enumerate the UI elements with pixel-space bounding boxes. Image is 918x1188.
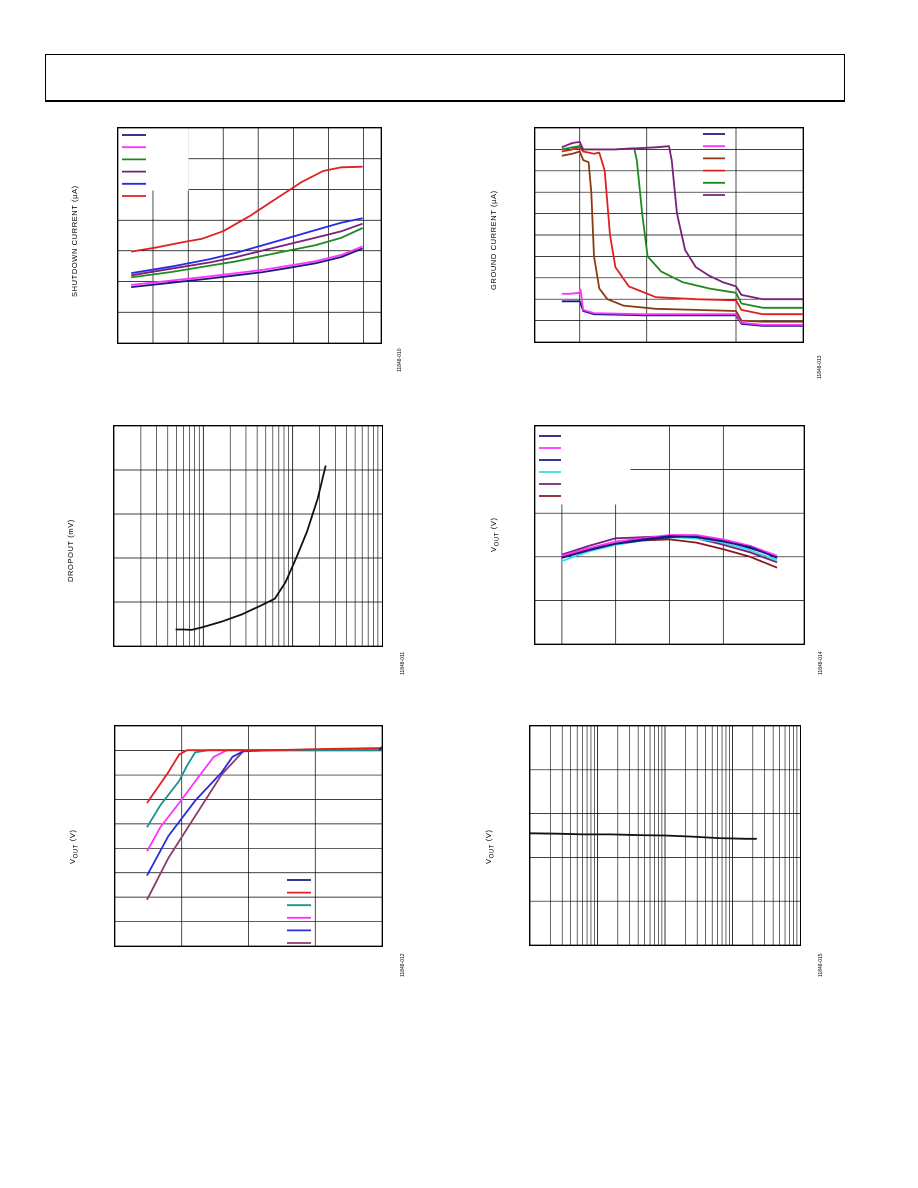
vout-load-y-axis-label: VOUT (V) [484,829,496,864]
vout-vin-figure-number: 11848-012 [400,953,406,977]
series-line-4 [131,245,363,286]
vout_load-svg [530,726,800,945]
series-line-4 [146,747,382,804]
series-line-0 [175,465,327,631]
dropout-figure-number: 11848-011 [400,651,406,675]
vout-temp-figure-number: 11848-014 [818,651,824,675]
page-header-box [45,54,845,102]
series-line-3 [146,749,382,828]
series-line-3 [131,227,363,279]
series-line-0 [530,832,757,840]
vout-temp-y-axis-label: VOUT (V) [489,517,501,552]
series-line-5 [131,247,363,288]
vout-load-figure-number: 11848-015 [818,953,824,977]
series-line-1 [561,288,803,326]
vout_vin-svg [115,726,382,946]
vout-temp-plot [534,425,805,645]
vout-vin-plot [114,725,383,947]
ground-svg [535,128,803,342]
series-line-5 [561,140,803,301]
series-line-0 [146,749,382,901]
ground-y-axis-label: GROUND CURRENT (µA) [489,190,498,290]
series-line-1 [146,749,382,877]
legend-box [535,426,631,505]
series-line-1 [131,217,363,274]
vout_temp-svg [535,426,804,644]
series-line-2 [131,222,363,277]
shutdown-current-plot [117,127,382,344]
dropout-plot [113,425,383,647]
series-line-0 [131,165,363,253]
series-line-0 [561,300,803,327]
series-line-5 [378,746,382,751]
dropout-y-axis-label: DROPOUT (mV) [66,519,75,582]
ground-figure-number: 11848-013 [817,355,823,379]
series-line-3 [561,146,803,316]
series-line-5 [561,535,778,559]
ground-current-plot [534,127,804,343]
vout-vin-y-axis-label: VOUT (V) [68,829,80,864]
shutdown-svg [118,128,381,343]
series-line-2 [561,150,803,323]
shutdown-y-axis-label: SHUTDOWN CURRENT (µA) [70,185,79,297]
series-line-4 [561,534,778,557]
vout-load-plot [529,725,801,946]
shutdown-figure-number: 11848-010 [397,348,403,372]
dropout-svg [114,426,382,646]
